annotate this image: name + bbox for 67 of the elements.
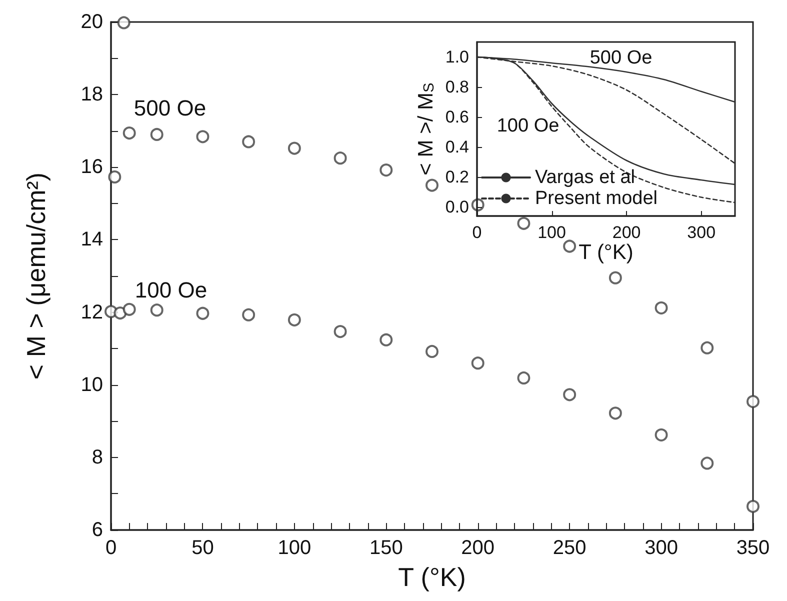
point [700,456,714,470]
legend-label: Present model [535,188,658,209]
point [117,16,130,30]
point [426,344,438,358]
x-tick-label: 300 [644,537,678,559]
x-tick-label: 100 [278,537,312,559]
point [122,302,136,316]
y-tick-label: 20 [80,11,103,33]
legend-label: Vargas et al [535,167,635,188]
y-tick-label: 14 [80,228,103,251]
x-tick-label: 300 [687,223,716,242]
point [150,128,164,141]
x-tick-label: 200 [612,223,641,242]
point [563,240,576,253]
y-tick-label: 18 [80,84,103,106]
x-tick-label: 0 [472,223,482,242]
y-tick-label: 6 [92,519,103,541]
x-tick-label: 100 [538,223,566,242]
point [242,308,256,322]
point [654,301,668,314]
y-axis-title: < M > (μemu/cm²) [21,172,51,380]
point [196,130,210,144]
y-axis-title: < M >/ MS [414,82,438,176]
point [288,313,301,326]
point [608,406,622,420]
annotation: 500 Oe [590,48,652,68]
y-tick-label: 0.4 [445,138,469,156]
annotation: 100 Oe [496,116,560,136]
point [334,152,347,165]
point [380,164,393,177]
y-tick-label: 1.0 [445,48,469,66]
point [700,341,714,354]
y-tick-label: 16 [80,156,103,178]
x-tick-label: 350 [736,537,770,559]
point [334,325,347,338]
x-tick-label: 200 [461,537,495,559]
y-tick-label: 0.6 [445,108,469,126]
y-tick-label: 12 [80,301,103,324]
point [380,333,393,346]
point [196,306,210,320]
point [242,135,256,148]
y-tick-label: 0.0 [445,198,469,216]
point [426,178,438,192]
y-tick-label: 0.8 [445,78,469,96]
x-axis-title: T (°K) [398,562,466,592]
x-tick-label: 250 [552,537,586,559]
point [608,271,622,284]
point [288,142,301,155]
point [150,304,164,317]
point [517,216,530,230]
point [517,371,530,384]
y-tick-label: 0.2 [445,168,469,186]
point [563,388,576,402]
point [654,428,668,442]
x-tick-label: 50 [192,537,214,559]
x-tick-label: 150 [369,537,403,559]
point [471,356,484,370]
x-tick-label: 0 [105,537,117,559]
point [746,395,760,408]
annotation: 100 Oe [134,278,208,302]
x-axis-title: T (°K) [578,240,634,264]
point [122,126,136,140]
y-tick-label: 10 [80,374,103,396]
y-tick-label: 8 [92,446,103,468]
annotation: 500 Oe [134,96,206,120]
point [108,170,122,184]
point [746,500,760,513]
